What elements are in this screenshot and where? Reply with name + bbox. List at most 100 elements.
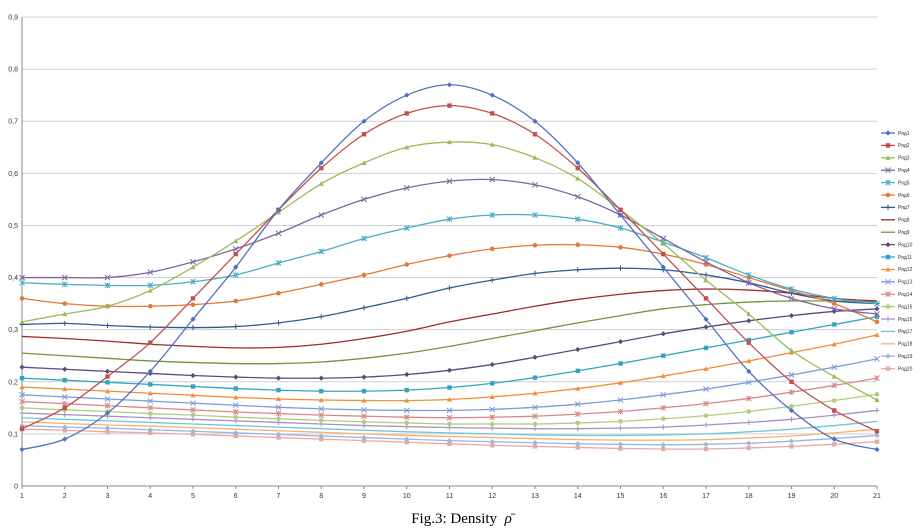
data-point	[275, 230, 282, 237]
data-point	[403, 225, 410, 232]
data-point	[532, 426, 538, 432]
data-point	[233, 251, 238, 257]
data-point	[233, 264, 239, 270]
data-point	[703, 366, 709, 371]
legend-label: Ряд18	[898, 342, 913, 348]
data-point	[446, 285, 453, 291]
data-point	[703, 441, 709, 447]
y-tick-label: 0,5	[8, 223, 18, 230]
data-point	[190, 392, 196, 398]
data-point	[874, 306, 880, 312]
data-point	[446, 414, 453, 421]
data-point	[147, 324, 153, 330]
data-point	[318, 418, 324, 423]
data-point	[575, 267, 581, 273]
data-point	[62, 311, 68, 317]
data-point	[19, 384, 25, 390]
series-line	[21, 300, 878, 365]
data-point	[233, 430, 239, 436]
data-point	[233, 374, 239, 380]
data-point	[233, 323, 239, 330]
data-point	[318, 405, 325, 412]
legend-label: Ряд12	[898, 267, 913, 273]
data-point	[104, 368, 111, 374]
data-point	[575, 441, 581, 447]
data-point	[190, 412, 196, 418]
data-point	[404, 440, 409, 445]
data-point	[490, 381, 495, 386]
data-point	[788, 372, 795, 378]
data-point	[874, 446, 880, 453]
data-point	[489, 406, 496, 413]
series-20	[19, 426, 880, 452]
data-point	[703, 386, 709, 393]
series-7	[19, 265, 880, 331]
data-point	[62, 412, 68, 418]
data-point	[532, 404, 538, 411]
data-point	[788, 286, 795, 292]
data-point	[746, 440, 752, 446]
legend-item: Ряд7	[881, 204, 910, 211]
data-point	[874, 391, 880, 397]
data-point	[660, 391, 667, 398]
y-tick-label: 0,6	[8, 171, 18, 178]
x-tick-label: 3	[106, 493, 110, 500]
series-11	[19, 314, 880, 394]
data-point	[832, 442, 837, 447]
series-9	[21, 300, 878, 365]
data-point	[746, 409, 752, 414]
data-point	[660, 424, 666, 430]
data-point	[703, 400, 709, 407]
data-point	[19, 364, 25, 370]
y-tick-label: 0,4	[8, 275, 18, 282]
series-10	[19, 306, 880, 381]
data-point	[319, 436, 324, 442]
data-point	[575, 160, 581, 166]
data-point	[404, 387, 409, 393]
data-point	[660, 373, 666, 379]
data-point	[275, 375, 282, 381]
data-point	[233, 433, 238, 439]
data-point	[532, 181, 538, 188]
data-point	[532, 212, 538, 218]
data-point	[319, 165, 324, 171]
legend-marker	[885, 254, 891, 260]
x-tick-label: 14	[574, 493, 582, 500]
data-point	[575, 242, 581, 248]
data-point	[190, 258, 196, 265]
data-point	[105, 380, 110, 385]
legend-label: Ряд9	[898, 230, 910, 236]
data-point	[190, 316, 196, 322]
data-point	[275, 404, 282, 411]
series-4	[19, 176, 880, 317]
legend-label: Ряд2	[898, 143, 910, 149]
data-point	[233, 238, 239, 244]
data-point	[104, 425, 111, 431]
data-point	[660, 235, 667, 242]
data-point	[532, 440, 538, 446]
legend-item: Ряд16	[881, 316, 913, 323]
legend-marker	[885, 179, 891, 186]
data-point	[19, 319, 25, 324]
x-tick-label: 13	[531, 493, 539, 500]
x-tick-label: 17	[702, 493, 710, 500]
data-point	[404, 371, 410, 378]
legend-label: Ряд13	[898, 280, 913, 286]
series-12	[19, 332, 880, 403]
data-point	[62, 378, 67, 383]
data-point	[276, 416, 281, 422]
data-point	[318, 181, 324, 186]
data-point	[446, 438, 453, 444]
legend-label: Ряд7	[898, 205, 910, 211]
data-point	[404, 144, 410, 150]
y-tick-label: 0,8	[8, 67, 18, 74]
legend-item: Ряд4	[881, 167, 910, 174]
data-point	[404, 92, 410, 98]
legend-item: Ряд3	[881, 155, 910, 162]
data-point	[874, 407, 880, 414]
data-point	[660, 264, 666, 270]
data-point	[404, 262, 410, 267]
data-point	[831, 398, 837, 403]
legend-label: Ряд20	[898, 366, 913, 372]
data-point	[276, 387, 281, 393]
